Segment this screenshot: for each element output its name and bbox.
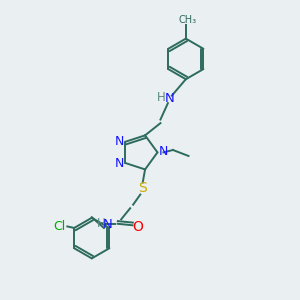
Text: N: N <box>159 145 168 158</box>
Text: H: H <box>157 91 165 104</box>
Text: O: O <box>133 220 143 234</box>
Text: N: N <box>114 157 124 170</box>
Text: N: N <box>103 218 113 231</box>
Text: H: H <box>97 217 106 230</box>
Text: N: N <box>114 135 124 148</box>
Text: CH₃: CH₃ <box>178 15 196 25</box>
Text: S: S <box>138 181 147 195</box>
Text: N: N <box>164 92 174 105</box>
Text: Cl: Cl <box>53 220 65 233</box>
